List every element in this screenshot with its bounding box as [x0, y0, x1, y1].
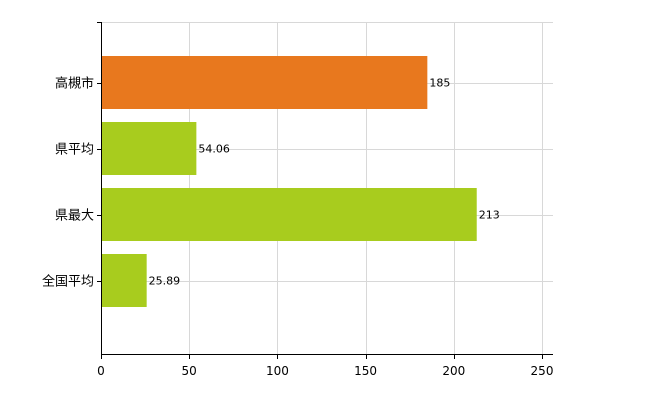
category-label: 県最大: [55, 209, 94, 224]
data-label: 185: [429, 77, 450, 90]
bar-3: [101, 188, 477, 241]
bar-2: [101, 122, 197, 175]
x-tick-label: 250: [531, 364, 554, 378]
x-tick-label: 0: [97, 364, 105, 378]
data-label: 213: [479, 209, 500, 222]
data-label: 54.06: [198, 143, 230, 156]
x-tick-label: 100: [266, 364, 289, 378]
axes: [97, 22, 553, 359]
x-tick-label: 50: [182, 364, 197, 378]
category-label: 県平均: [55, 143, 94, 158]
data-label: 25.89: [149, 275, 181, 288]
bars: [101, 56, 477, 307]
category-label: 高槻市: [55, 76, 94, 92]
bar-1: [101, 56, 428, 109]
category-label: 全国平均: [42, 274, 94, 290]
x-tick-label: 150: [354, 364, 377, 378]
bar-4: [101, 254, 147, 307]
x-tick-label: 200: [442, 364, 465, 378]
